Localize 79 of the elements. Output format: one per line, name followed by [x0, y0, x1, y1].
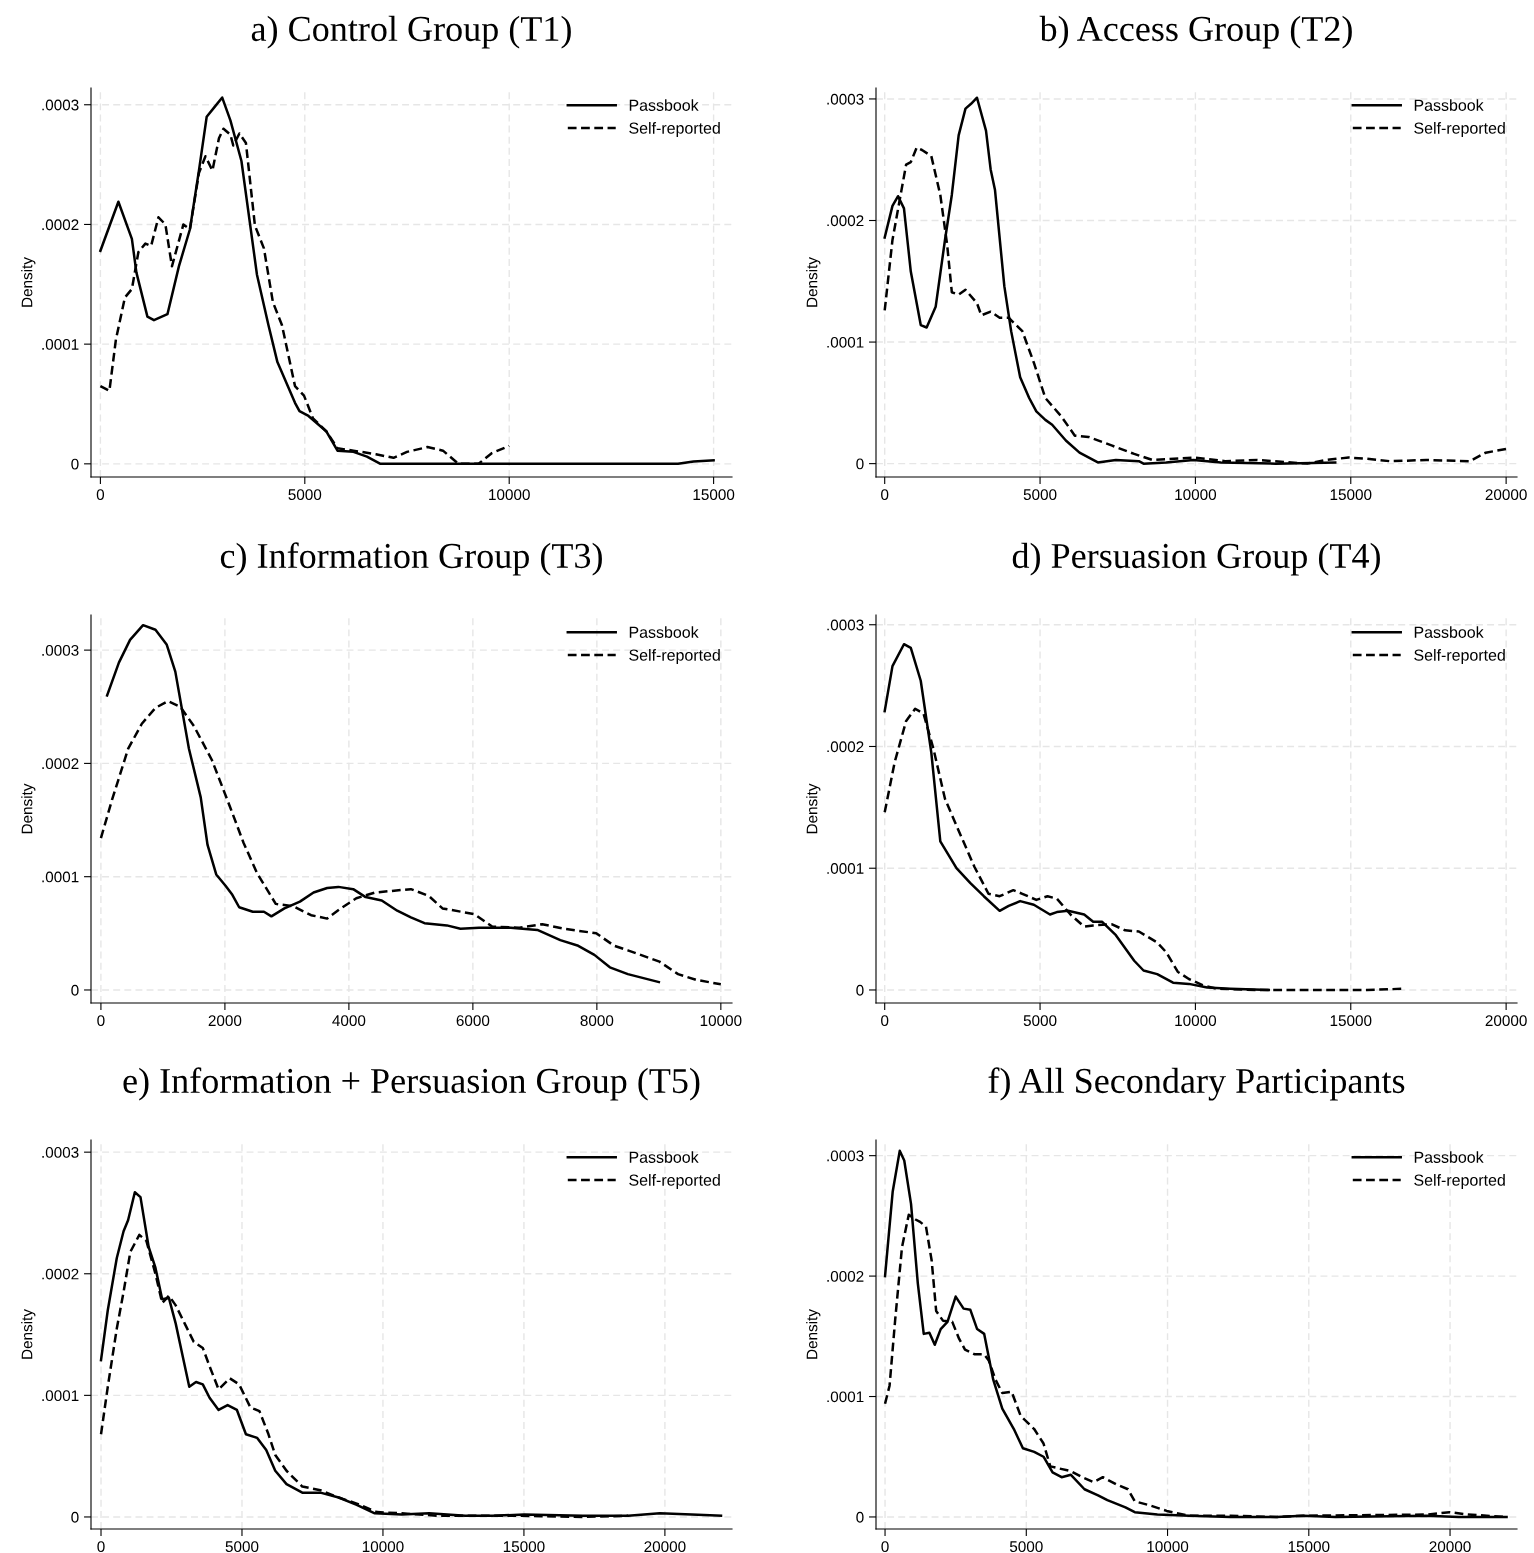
y-tick-label: .0002	[827, 1270, 864, 1282]
legend-label: Passbook	[1414, 99, 1484, 111]
chart-title: f) All Secondary Participants	[988, 1067, 1405, 1101]
y-tick-label: .0002	[42, 219, 79, 231]
y-tick-label: 0	[71, 458, 79, 470]
x-tick-label: 15000	[503, 1541, 545, 1553]
y-tick-label: .0001	[42, 871, 79, 883]
y-tick-label: .0001	[827, 336, 864, 348]
legend-label: Self-reported	[629, 649, 720, 664]
y-tick-label: .0001	[42, 339, 79, 350]
legend-label: Passbook	[629, 626, 699, 638]
x-tick-label: 10000	[700, 1015, 742, 1027]
y-axis-title: Density	[806, 257, 821, 307]
chart-title: a) Control Group (T1)	[251, 15, 571, 49]
x-tick-label: 15000	[1330, 1015, 1372, 1027]
y-tick-label: .0001	[827, 1391, 864, 1403]
y-axis-title: Density	[21, 257, 36, 307]
y-tick-label: .0003	[42, 644, 79, 656]
x-tick-label: 10000	[362, 1541, 404, 1553]
chart-title: e) Information + Persuasion Group (T5)	[123, 1067, 700, 1101]
legend-label: Passbook	[1414, 626, 1484, 638]
y-axis-title: Density	[806, 783, 821, 834]
x-tick-label: 0	[881, 1541, 889, 1553]
y-tick-label: .0003	[42, 99, 79, 111]
y-tick-label: .0002	[42, 758, 79, 770]
legend-label: Self-reported	[629, 1174, 720, 1189]
y-tick-label: 0	[856, 458, 864, 470]
y-tick-label: .0002	[827, 215, 864, 227]
x-tick-label: 20000	[1429, 1541, 1471, 1553]
x-tick-label: 10000	[489, 489, 530, 501]
legend-label: Passbook	[629, 1151, 699, 1163]
y-tick-label: .0002	[42, 1268, 79, 1280]
x-tick-label: 15000	[1288, 1541, 1330, 1553]
chart-title: d) Persuasion Group (T4)	[1012, 542, 1380, 576]
legend-label: Self-reported	[629, 122, 720, 137]
y-tick-label: .0002	[827, 741, 864, 753]
x-tick-label: 5000	[1009, 1541, 1043, 1553]
x-tick-label: 20000	[1485, 1015, 1527, 1027]
y-axis-title: Density	[806, 1309, 821, 1359]
x-tick-label: 5000	[1023, 489, 1057, 501]
chart-title: c) Information Group (T3)	[220, 542, 602, 576]
x-tick-label: 20000	[644, 1541, 686, 1553]
x-tick-label: 0	[881, 1015, 889, 1027]
y-tick-label: .0003	[42, 1147, 79, 1158]
legend-label: Self-reported	[1414, 122, 1505, 137]
chart-title: b) Access Group (T2)	[1039, 15, 1352, 49]
x-tick-label: 5000	[225, 1541, 259, 1553]
y-tick-label: 0	[856, 1511, 864, 1523]
y-tick-label: .0003	[827, 1150, 864, 1162]
line-series	[99, 1191, 723, 1517]
y-tick-label: 0	[856, 984, 864, 996]
x-tick-label: 20000	[1485, 489, 1527, 501]
x-tick-label: 5000	[288, 489, 322, 501]
x-tick-label: 10000	[1147, 1541, 1189, 1553]
x-tick-label: 2000	[208, 1015, 242, 1027]
y-axis-title: Density	[21, 1309, 36, 1359]
legend-label: Self-reported	[1414, 649, 1505, 664]
legend-label: Passbook	[1414, 1151, 1484, 1163]
x-tick-label: 15000	[1330, 489, 1372, 501]
x-tick-label: 6000	[456, 1015, 490, 1027]
x-tick-label: 10000	[1175, 1015, 1217, 1027]
x-tick-label: 0	[97, 1541, 105, 1553]
x-tick-label: 0	[881, 489, 889, 501]
y-tick-label: 0	[71, 984, 79, 996]
x-tick-label: 10000	[1175, 489, 1217, 501]
y-tick-label: 0	[71, 1511, 79, 1523]
y-axis-title: Density	[21, 783, 36, 834]
y-tick-label: .0003	[827, 93, 864, 105]
y-tick-label: .0001	[42, 1390, 79, 1402]
x-tick-label: 8000	[580, 1015, 614, 1027]
legend-label: Passbook	[629, 99, 699, 111]
y-tick-label: .0001	[827, 863, 864, 874]
y-tick-label: .0003	[827, 619, 864, 631]
x-tick-label: 15000	[693, 489, 735, 501]
x-tick-label: 0	[97, 1015, 105, 1027]
x-tick-label: 0	[96, 489, 105, 501]
legend-label: Self-reported	[1414, 1174, 1505, 1189]
x-tick-label: 4000	[332, 1015, 366, 1027]
x-tick-label: 5000	[1023, 1015, 1057, 1027]
